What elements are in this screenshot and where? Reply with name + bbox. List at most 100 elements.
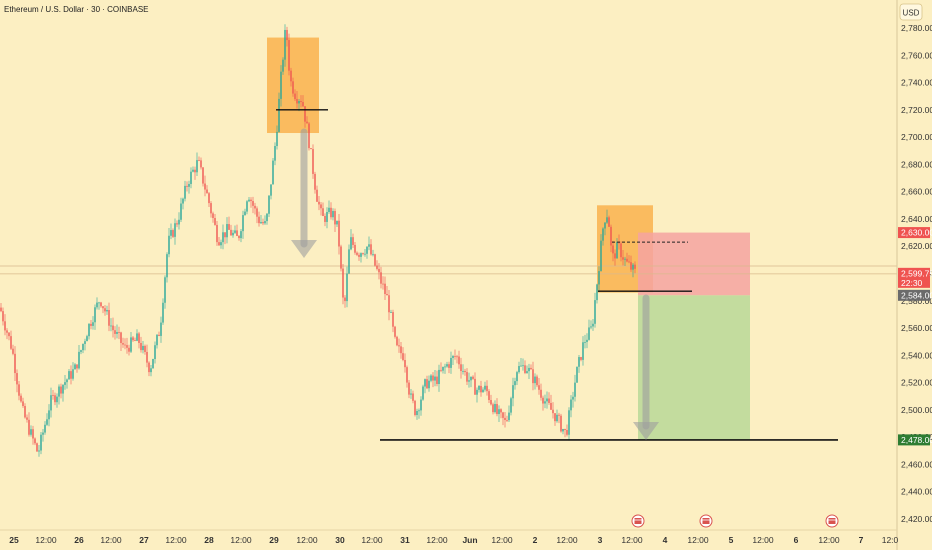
candle-body xyxy=(316,189,318,202)
candle-body xyxy=(250,199,252,202)
time-tick-label: 4 xyxy=(663,535,668,545)
candle-body xyxy=(368,244,370,247)
time-tick-label: 5 xyxy=(729,535,734,545)
candle-body xyxy=(466,372,468,382)
candle-body xyxy=(92,322,94,326)
candle-body xyxy=(434,376,436,381)
event-markers[interactable] xyxy=(631,514,839,528)
candle-body xyxy=(534,376,536,384)
candle-body xyxy=(256,208,258,217)
candle-body xyxy=(112,325,114,331)
time-tick-label: 7 xyxy=(859,535,864,545)
candle-body xyxy=(66,379,68,383)
candle-body xyxy=(366,246,368,254)
candle-body xyxy=(48,410,50,420)
candle-body xyxy=(132,337,134,341)
candle-body xyxy=(230,229,232,236)
candle-body xyxy=(596,284,598,301)
candle-body xyxy=(176,223,178,225)
candle-body xyxy=(494,404,496,413)
candle-body xyxy=(88,323,90,337)
candle-body xyxy=(566,429,568,435)
time-tick-label: Jun xyxy=(462,535,477,545)
currency-label: USD xyxy=(903,9,920,18)
candle-body xyxy=(60,386,62,394)
candle-body xyxy=(490,400,492,405)
price-badge-label: 2,584.00 xyxy=(901,290,932,300)
time-axis[interactable]: 25 12:00 26 12:00 27 12:00 28 12:00 29 12:00 30 12:… xyxy=(0,529,899,545)
calendar-event-icon[interactable] xyxy=(631,514,645,528)
candle-body xyxy=(500,409,502,413)
candle-body xyxy=(238,235,240,239)
candle-body xyxy=(82,343,84,351)
candle-body xyxy=(632,264,634,270)
time-tick-label: 31 xyxy=(400,535,410,545)
time-tick-label: 12:00 xyxy=(35,535,57,545)
candle-body xyxy=(394,326,396,337)
candle-body xyxy=(414,400,416,416)
candle-body xyxy=(346,273,348,302)
candle-body xyxy=(392,312,394,327)
candle-body xyxy=(228,224,230,230)
price-tick-label: 2,500.00 xyxy=(901,405,932,415)
candle-body xyxy=(136,333,138,341)
horizontal-lines xyxy=(0,265,897,275)
candle-body xyxy=(218,242,220,246)
candle-body xyxy=(94,307,96,323)
candle-body xyxy=(340,246,342,269)
candle-body xyxy=(38,450,40,452)
candle-body xyxy=(564,428,566,430)
currency-button[interactable]: USD xyxy=(899,3,923,21)
candle-body xyxy=(560,415,562,432)
calendar-event-icon[interactable] xyxy=(825,514,839,528)
candle-body xyxy=(180,203,182,220)
candle-body xyxy=(196,160,198,173)
time-tick-label: 27 xyxy=(139,535,149,545)
candle-body xyxy=(482,389,484,393)
candle-body xyxy=(124,344,126,346)
candle-body xyxy=(24,405,26,418)
candle-body xyxy=(432,375,434,381)
candle-body xyxy=(36,443,38,452)
candle-body xyxy=(540,389,542,398)
candle-body xyxy=(386,294,388,296)
time-tick-label: 12:00 xyxy=(426,535,448,545)
candle-body xyxy=(146,351,148,363)
candle-body xyxy=(212,213,214,218)
candle-body xyxy=(84,341,86,344)
candle-body xyxy=(226,224,228,238)
candle-body xyxy=(338,220,340,247)
candle-body xyxy=(416,411,418,416)
candle-body xyxy=(332,211,334,218)
time-tick-label: 29 xyxy=(269,535,279,545)
candle-body xyxy=(320,204,322,209)
candle-body xyxy=(152,359,154,369)
candle-body xyxy=(628,261,630,263)
time-tick-label: 12:00 xyxy=(556,535,578,545)
candle-body xyxy=(344,297,346,302)
candle-body xyxy=(584,342,586,343)
candle-body xyxy=(590,326,592,328)
candle-body xyxy=(556,414,558,422)
candle-body xyxy=(548,398,550,403)
candle-body xyxy=(306,121,308,124)
candle-body xyxy=(142,345,144,351)
price-tick-label: 2,700.00 xyxy=(901,132,932,142)
candle-body xyxy=(538,385,540,390)
candle-body xyxy=(232,232,234,236)
candle-body xyxy=(282,59,284,72)
candle-body xyxy=(234,230,236,233)
candle-body xyxy=(254,205,256,209)
candle-body xyxy=(546,398,548,402)
candle-body xyxy=(616,241,618,259)
candle-body xyxy=(452,355,454,358)
candle-body xyxy=(268,195,270,214)
candle-body xyxy=(100,302,102,307)
candle-body xyxy=(334,211,336,225)
candle-body xyxy=(398,345,400,347)
candle-body xyxy=(120,332,122,344)
calendar-event-icon[interactable] xyxy=(699,514,713,528)
candle-body xyxy=(190,171,192,184)
candle-body xyxy=(162,302,164,323)
